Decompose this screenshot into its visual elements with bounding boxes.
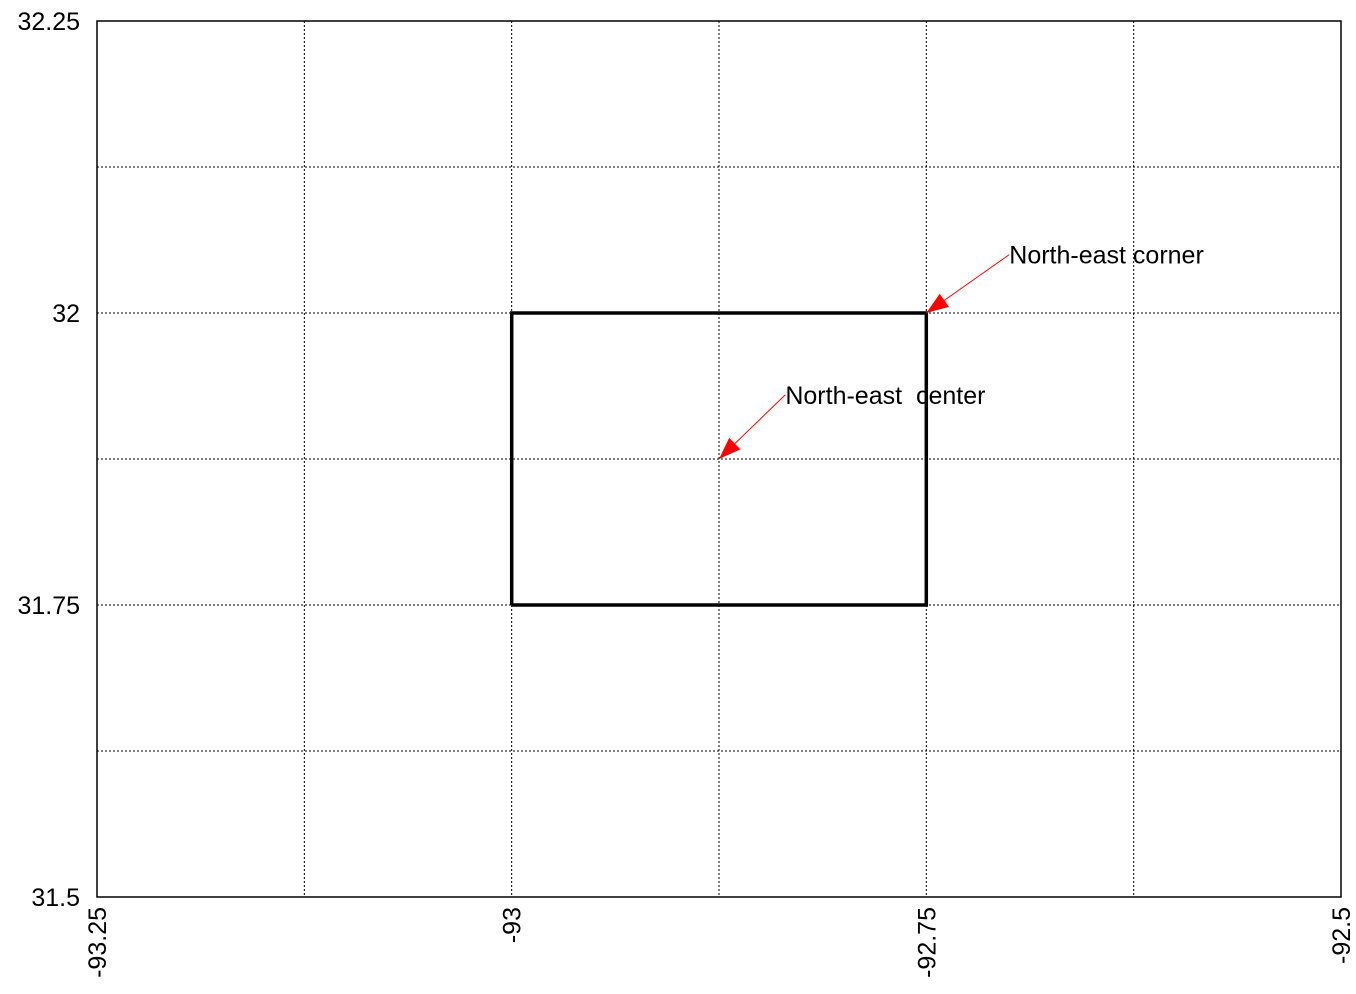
y-tick-label: 31.75 (17, 592, 80, 620)
annotation-arrowhead (926, 293, 949, 313)
y-tick-label: 32.25 (17, 8, 80, 36)
annotation-label: North-east center (785, 382, 985, 410)
annotation-label: North-east corner (1009, 242, 1204, 270)
plot-frame (96, 20, 1342, 898)
x-tick-label: -92.75 (913, 907, 941, 978)
x-tick-label: -93.25 (84, 907, 112, 978)
annotation-arrowhead (719, 437, 741, 459)
x-tick-label: -92.5 (1328, 907, 1356, 964)
y-tick-label: 31.5 (31, 884, 80, 912)
annotation-layer: North-east corner North-east center (718, 242, 1204, 460)
y-tick-label: 32 (52, 300, 80, 328)
x-tick-label: -93 (499, 907, 527, 943)
tick-labels: -93.25 -93 -92.75 -92.5 31.5 31.75 32 32.25 (17, 8, 1356, 978)
